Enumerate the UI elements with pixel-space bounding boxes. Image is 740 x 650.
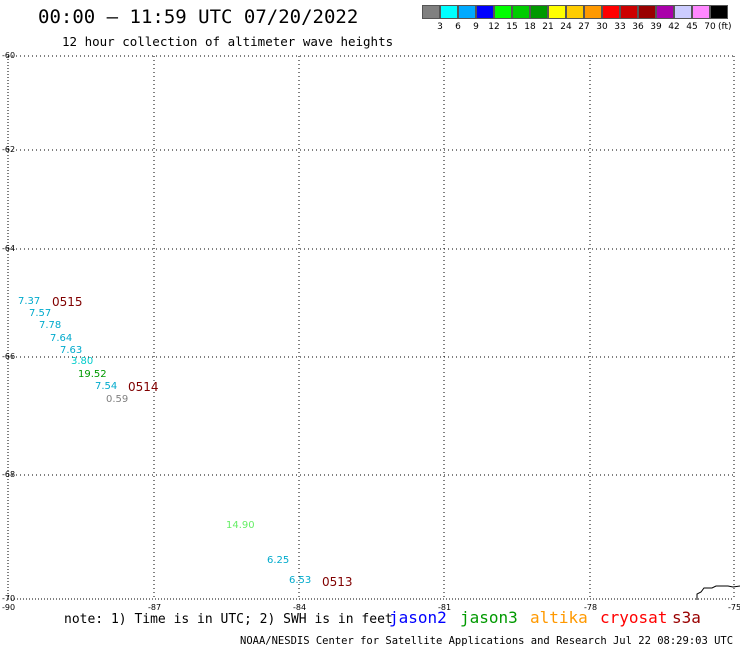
latitude-tick-label: -62: [2, 145, 16, 154]
pass-time-label: 0515: [52, 295, 83, 309]
longitude-tick-label: -90: [2, 603, 16, 612]
credits-line: NOAA/NESDIS Center for Satellite Applica…: [240, 635, 740, 647]
wave-height-value: 3.80: [71, 356, 94, 367]
legend-label: 9: [473, 22, 479, 32]
legend-swatch: [548, 5, 566, 19]
footer-note: note: 1) Time is in UTC; 2) SWH is in fe…: [64, 612, 393, 627]
legend-label: 15: [506, 22, 518, 32]
legend-label: 3: [437, 22, 443, 32]
longitude-tick-label: -78: [584, 603, 598, 612]
wave-height-value: 7.57: [29, 308, 52, 319]
longitude-tick-label: -84: [293, 603, 307, 612]
legend-swatch: [512, 5, 530, 19]
latitude-tick-label: -68: [2, 470, 16, 479]
legend-unit: (ft): [718, 22, 732, 32]
legend-label: 18: [524, 22, 536, 32]
lat-lon-grid: [7, 55, 735, 600]
legend-label: 42: [668, 22, 680, 32]
wave-height-value: 7.37: [18, 296, 41, 307]
wave-height-value: 0.59: [106, 394, 129, 405]
longitude-tick-label: -81: [438, 603, 452, 612]
pass-time-label: 0514: [128, 380, 159, 394]
wave-height-value: 6.53: [289, 575, 312, 586]
coastline: [696, 585, 740, 600]
legend-swatch: [458, 5, 476, 19]
legend-swatch: [674, 5, 692, 19]
legend-swatch: [620, 5, 638, 19]
legend-swatch: [656, 5, 674, 19]
mission-label: altika: [530, 608, 588, 627]
latitude-tick-label: -70: [2, 594, 16, 603]
wave-height-value: 7.78: [39, 320, 62, 331]
mission-label: jason3: [460, 608, 518, 627]
legend-label: 12: [488, 22, 500, 32]
legend-swatch: [440, 5, 458, 19]
map-subtitle: 12 hour collection of altimeter wave hei…: [62, 34, 394, 49]
wave-height-value: 14.90: [226, 520, 255, 531]
legend-swatch: [692, 5, 710, 19]
legend-label: 21: [542, 22, 554, 32]
legend-swatch: [476, 5, 494, 19]
mission-label: jason2: [389, 608, 447, 627]
legend-swatch: [638, 5, 656, 19]
latitude-tick-label: -66: [2, 352, 16, 361]
legend-label: 70: [704, 22, 716, 32]
legend-swatch: [584, 5, 602, 19]
latitude-tick-label: -64: [2, 244, 16, 253]
pass-time-label: 0513: [322, 575, 353, 589]
mission-label: cryosat: [600, 608, 668, 627]
legend-label: 33: [614, 22, 626, 32]
latitude-tick-label: -60: [2, 51, 16, 60]
mission-label: s3a: [672, 608, 701, 627]
wave-height-value: 7.64: [50, 333, 73, 344]
legend-label: 24: [560, 22, 572, 32]
legend-label: 45: [686, 22, 698, 32]
legend-label: 30: [596, 22, 608, 32]
legend-label: 39: [650, 22, 662, 32]
legend-label: 27: [578, 22, 590, 32]
legend-swatch: [530, 5, 548, 19]
legend-label: 6: [455, 22, 461, 32]
wave-height-value: 19.52: [78, 369, 107, 380]
map-title: 00:00 – 11:59 UTC 07/20/2022: [38, 6, 359, 28]
legend-label: 36: [632, 22, 644, 32]
legend-swatch: [710, 5, 728, 19]
legend-swatch: [602, 5, 620, 19]
wave-height-value: 6.25: [267, 555, 290, 566]
longitude-tick-label: -75: [728, 603, 740, 612]
wave-height-value: 7.63: [60, 345, 83, 356]
legend-swatch: [422, 5, 440, 19]
wave-height-value: 7.54: [95, 381, 118, 392]
legend-swatch: [494, 5, 512, 19]
legend-swatch: [566, 5, 584, 19]
longitude-tick-label: -87: [148, 603, 162, 612]
